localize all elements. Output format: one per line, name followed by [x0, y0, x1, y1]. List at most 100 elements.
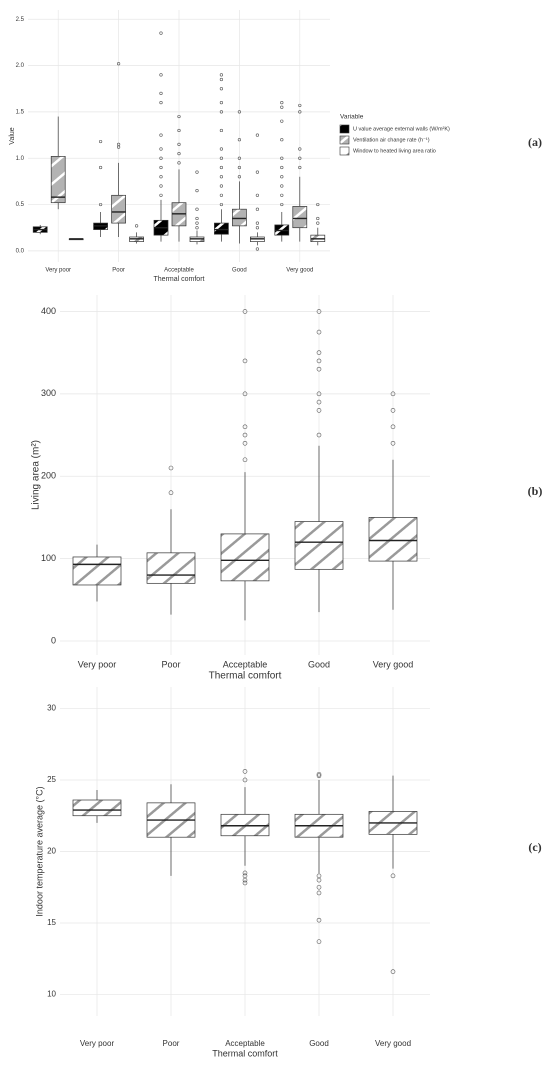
- outlier: [219, 147, 223, 151]
- x-tick-label: Very good: [373, 659, 414, 669]
- legend-label: Ventilation air change rate (h⁻¹): [353, 137, 430, 143]
- outlier: [316, 939, 322, 944]
- box: [72, 556, 122, 586]
- outlier: [390, 873, 396, 879]
- outlier: [316, 917, 322, 923]
- outlier: [242, 424, 248, 430]
- outlier: [255, 221, 260, 225]
- outlier: [177, 142, 181, 146]
- box: [214, 222, 229, 235]
- outlier: [280, 202, 284, 207]
- outlier: [280, 175, 284, 179]
- x-tick-label: Good: [309, 1039, 329, 1048]
- outlier: [390, 391, 396, 397]
- outlier: [316, 216, 320, 221]
- outlier: [98, 202, 103, 207]
- outlier: [280, 119, 284, 123]
- panel-label: (b): [528, 484, 543, 498]
- outlier: [316, 432, 322, 438]
- outlier: [237, 175, 241, 179]
- outlier: [177, 152, 181, 156]
- outlier: [195, 226, 199, 230]
- legend-key: [339, 124, 350, 134]
- box: [220, 533, 270, 582]
- outlier: [177, 161, 181, 165]
- outlier: [135, 224, 139, 228]
- outlier: [219, 73, 223, 77]
- y-tick-label: 30: [47, 704, 56, 713]
- box: [292, 206, 308, 229]
- y-tick-label: 400: [41, 306, 56, 316]
- outlier: [159, 31, 163, 35]
- y-tick-label: 300: [41, 388, 56, 398]
- outlier: [255, 133, 260, 137]
- outlier: [159, 184, 163, 188]
- outlier: [237, 138, 241, 142]
- outlier: [316, 358, 322, 364]
- outlier: [280, 184, 284, 188]
- outlier: [316, 873, 322, 879]
- outlier: [116, 62, 121, 66]
- outlier: [242, 457, 248, 463]
- outlier: [98, 165, 103, 170]
- outlier: [168, 465, 174, 471]
- outlier: [255, 170, 260, 174]
- outlier: [242, 870, 248, 876]
- x-tick-label: Very poor: [80, 1039, 115, 1048]
- outlier: [242, 391, 248, 397]
- outlier: [159, 147, 163, 151]
- x-tick-label: Poor: [112, 268, 125, 274]
- outlier: [159, 101, 163, 105]
- x-tick-label: Very good: [375, 1039, 411, 1048]
- outlier: [242, 880, 248, 886]
- outlier: [298, 156, 302, 160]
- x-tick-label: Very good: [286, 268, 313, 274]
- outlier: [219, 77, 223, 82]
- outlier: [237, 110, 241, 114]
- outlier: [159, 73, 163, 77]
- outlier: [219, 128, 223, 133]
- outlier: [316, 890, 322, 896]
- outlier: [316, 771, 322, 777]
- outlier: [316, 202, 320, 207]
- y-tick-label: 10: [47, 990, 56, 999]
- outlier: [242, 777, 248, 783]
- box: [111, 194, 126, 224]
- legend-key: [339, 135, 350, 145]
- outlier: [242, 873, 248, 879]
- y-tick-label: 0: [51, 635, 56, 645]
- outlier: [237, 156, 241, 160]
- outlier: [298, 147, 302, 151]
- outlier: [195, 221, 199, 225]
- outlier: [298, 165, 302, 170]
- outlier: [255, 193, 260, 197]
- outlier: [219, 101, 223, 105]
- outlier: [298, 103, 302, 108]
- y-tick-label: 15: [47, 918, 56, 927]
- x-tick-label: Poor: [161, 659, 180, 669]
- x-axis-title: Thermal comfort: [212, 1048, 278, 1058]
- x-tick-label: Acceptable: [225, 1039, 265, 1048]
- y-tick-label: 1.0: [16, 156, 25, 162]
- y-tick-label: 2.5: [16, 17, 25, 23]
- outlier: [316, 884, 322, 890]
- outlier: [316, 773, 322, 778]
- panel-label: (a): [528, 135, 542, 149]
- outlier: [195, 207, 199, 211]
- outlier: [177, 128, 181, 133]
- outlier: [195, 170, 199, 174]
- outlier: [168, 490, 174, 496]
- outlier: [280, 156, 284, 160]
- outlier: [195, 189, 199, 193]
- outlier: [255, 226, 260, 230]
- box: [232, 208, 247, 227]
- legend-key: [339, 146, 350, 156]
- outlier: [195, 216, 199, 221]
- outlier: [255, 247, 260, 251]
- y-tick-label: 0.5: [16, 202, 25, 208]
- outlier: [219, 87, 223, 91]
- legend-label: U value average external walls (W/m²K): [353, 126, 450, 132]
- box: [294, 521, 344, 570]
- outlier: [242, 358, 248, 364]
